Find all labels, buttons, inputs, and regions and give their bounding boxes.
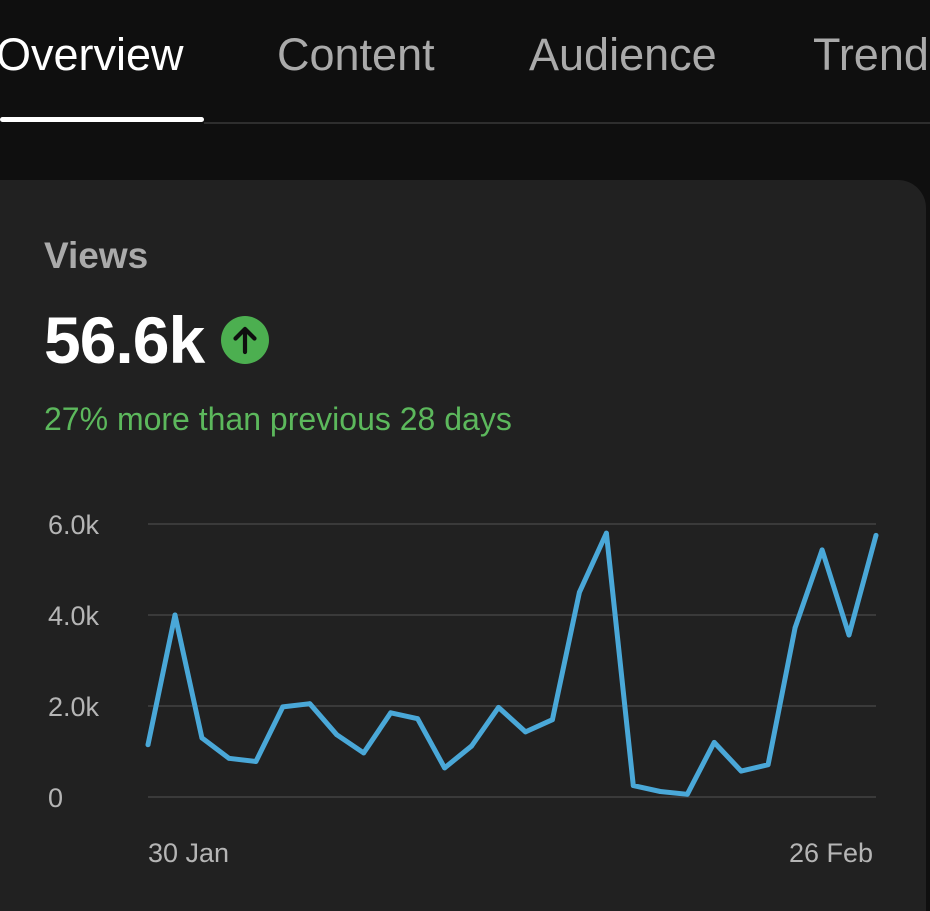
x-tick-label-start: 30 Jan	[148, 838, 229, 868]
data-point	[684, 791, 690, 797]
trend-comparison-text: 27% more than previous 28 days	[44, 401, 512, 437]
arrow-up-icon	[221, 316, 270, 364]
data-point	[226, 755, 232, 761]
data-point	[846, 632, 852, 638]
data-point	[172, 612, 178, 618]
data-point	[469, 743, 474, 749]
y-tick-label: 0	[48, 783, 63, 813]
y-tick-label: 2.0k	[48, 692, 100, 722]
y-tick-label: 4.0k	[48, 601, 100, 631]
data-point	[630, 783, 636, 788]
data-point	[550, 717, 555, 723]
data-point	[415, 716, 420, 722]
data-point	[361, 750, 367, 756]
tab-audience[interactable]: Audience	[529, 29, 717, 80]
tab-bar: Overview Content Audience Trends	[0, 0, 930, 124]
data-point	[145, 742, 151, 748]
data-point	[307, 701, 313, 707]
data-point	[253, 759, 259, 764]
tab-trends[interactable]: Trends	[813, 29, 930, 80]
active-tab-indicator	[0, 117, 204, 122]
tab-overview[interactable]: Overview	[0, 29, 184, 80]
data-point	[711, 740, 717, 745]
metric-value: 56.6k	[44, 303, 205, 377]
tab-content[interactable]: Content	[277, 29, 435, 80]
tab-divider	[204, 122, 930, 124]
views-line-chart[interactable]: 0 2.0k 4.0k 6.0k 30 Jan 26 Feb	[0, 480, 930, 911]
data-point	[496, 705, 501, 710]
data-point	[657, 789, 663, 794]
data-point	[577, 589, 582, 595]
data-point	[523, 729, 528, 735]
data-point	[334, 732, 340, 738]
data-point	[792, 625, 798, 631]
views-series-line	[145, 530, 879, 797]
metric-row: 56.6k	[44, 300, 270, 380]
data-point	[280, 704, 286, 710]
views-card[interactable]	[0, 180, 926, 911]
y-tick-label: 6.0k	[48, 510, 100, 540]
data-point	[442, 765, 447, 771]
data-point	[873, 533, 879, 538]
metric-label: Views	[44, 235, 149, 276]
data-point	[738, 768, 744, 774]
data-point	[388, 710, 394, 716]
data-point	[765, 762, 771, 768]
data-point	[819, 547, 825, 553]
data-point	[199, 735, 205, 741]
x-tick-label-end: 26 Feb	[789, 838, 873, 868]
data-point	[604, 530, 609, 536]
